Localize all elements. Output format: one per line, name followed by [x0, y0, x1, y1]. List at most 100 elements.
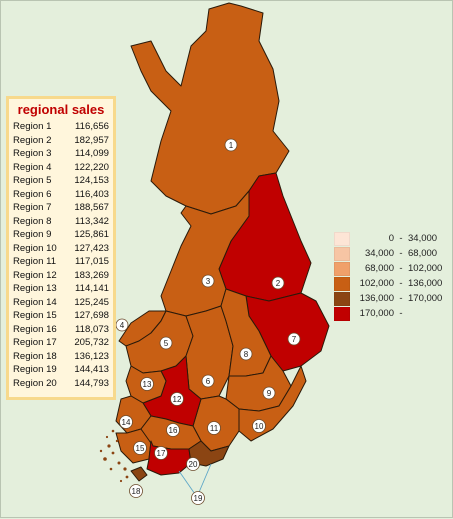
region-sales-value: 114,141 [75, 283, 109, 294]
table-row: Region 14 125,245 [13, 296, 109, 310]
table-row: Region 1 116,656 [13, 120, 109, 134]
region-marker-19[interactable]: 19 [191, 491, 205, 505]
marker-circle [140, 377, 154, 391]
region-marker-12[interactable]: 12 [170, 392, 184, 406]
region-name: Region 12 [13, 269, 57, 281]
region-name: Region 11 [13, 256, 57, 267]
region-sales-value: 118,073 [75, 323, 109, 335]
region-name: Region 1 [13, 121, 52, 132]
legend: 0-34,000 34,000-68,000 68,000-102,000 102,0… [334, 231, 453, 321]
region-name: Region 15 [13, 310, 57, 321]
marker-circle [133, 441, 147, 455]
region-marker-6[interactable]: 6 [201, 374, 215, 388]
region-marker-13[interactable]: 13 [140, 377, 154, 391]
marker-circle [154, 446, 168, 460]
region-marker-18[interactable]: 18 [129, 484, 143, 498]
region-sales-value: 114,099 [75, 148, 109, 159]
marker-circle [239, 347, 253, 361]
legend-dash: - [399, 278, 403, 289]
legend-high: 68,000 [408, 248, 438, 259]
marker-label: 16 [169, 426, 178, 435]
legend-dash: - [399, 293, 403, 304]
legend-entry: 34,000-68,000 [334, 246, 453, 261]
legend-low: 170,000 [359, 308, 394, 319]
marker-label: 19 [194, 494, 203, 503]
region-name: Region 18 [13, 350, 57, 362]
marker-label: 18 [132, 487, 141, 496]
region-sales-value: 188,567 [74, 202, 109, 213]
legend-high: 170,000 [408, 293, 443, 304]
legend-swatch [334, 261, 350, 276]
legend-low: 34,000 [364, 248, 394, 259]
region-sales-value: 122,220 [74, 161, 109, 173]
table-row: Region 2 182,957 [13, 134, 109, 148]
region-marker-17[interactable]: 17 [154, 446, 168, 460]
legend-dash: - [399, 308, 403, 319]
table-row: Region 19 144,413 [13, 363, 109, 377]
region-1[interactable] [130, 2, 290, 215]
region-sales-value: 125,861 [74, 229, 109, 240]
table-row: Region 20 144,793 [13, 377, 109, 391]
table-row: Region 3 114,099 [13, 147, 109, 161]
region-18[interactable] [130, 466, 148, 482]
marker-circle [166, 423, 180, 437]
region-name: Region 7 [13, 202, 52, 213]
legend-entry: 136,000-170,000 [334, 291, 453, 306]
marker-circle [201, 374, 215, 388]
region-name: Region 13 [13, 283, 57, 294]
region-marker-15[interactable]: 15 [133, 441, 147, 455]
region-6[interactable] [185, 305, 234, 400]
region-sales-value: 144,793 [74, 377, 109, 389]
region-marker-9[interactable]: 9 [262, 386, 276, 400]
region-marker-8[interactable]: 8 [239, 347, 253, 361]
region-marker-1[interactable]: 1 [224, 138, 238, 152]
legend-low: 0 [388, 233, 394, 244]
region-sales-value: 113,342 [75, 215, 109, 227]
region-name: Region 4 [13, 161, 52, 173]
table-rows: Region 1 116,656 Region 2 182,957 Region 3 11… [13, 120, 109, 390]
table-row: Region 5 124,153 [13, 174, 109, 188]
marker-circle [159, 336, 173, 350]
marker-circle [207, 421, 221, 435]
region-marker-2[interactable]: 2 [271, 276, 285, 290]
region-marker-10[interactable]: 10 [252, 419, 266, 433]
marker-circle [119, 415, 133, 429]
legend-high: 34,000 [408, 233, 438, 244]
regions-layer [115, 2, 330, 482]
region-marker-7[interactable]: 7 [287, 332, 301, 346]
marker-label: 5 [164, 339, 169, 348]
region-sales-value: 124,153 [74, 175, 109, 186]
region-name: Region 17 [13, 337, 57, 348]
table-row: Region 12 183,269 [13, 269, 109, 283]
marker-circle [287, 332, 301, 346]
region-name: Region 19 [13, 364, 57, 375]
region-sales-value: 144,413 [74, 364, 109, 375]
region-marker-3[interactable]: 3 [201, 274, 215, 288]
marker-label: 8 [244, 350, 249, 359]
region-name: Region 16 [13, 323, 57, 335]
table-row: Region 4 122,220 [13, 161, 109, 175]
marker-circle [252, 419, 266, 433]
region-sales-value: 183,269 [74, 269, 109, 281]
marker-label: 20 [189, 460, 198, 469]
legend-swatch [334, 276, 350, 291]
region-marker-16[interactable]: 16 [166, 423, 180, 437]
marker-label: 10 [255, 422, 264, 431]
marker-circle [170, 392, 184, 406]
region-marker-5[interactable]: 5 [159, 336, 173, 350]
marker-label: 3 [206, 277, 211, 286]
region-marker-14[interactable]: 14 [119, 415, 133, 429]
marker-circle [262, 386, 276, 400]
marker-circle [224, 138, 238, 152]
regional-sales-table: regional sales Region 1 116,656 Region 2 18… [6, 96, 116, 400]
legend-dash: - [399, 233, 403, 244]
table-row: Region 9 125,861 [13, 228, 109, 242]
region-marker-4[interactable]: 4 [115, 318, 129, 332]
region-marker-20[interactable]: 20 [186, 457, 200, 471]
region-marker-11[interactable]: 11 [207, 421, 221, 435]
table-row: Region 6 116,403 [13, 188, 109, 202]
region-sales-value: 127,698 [74, 310, 109, 321]
marker-label: 11 [210, 424, 219, 433]
